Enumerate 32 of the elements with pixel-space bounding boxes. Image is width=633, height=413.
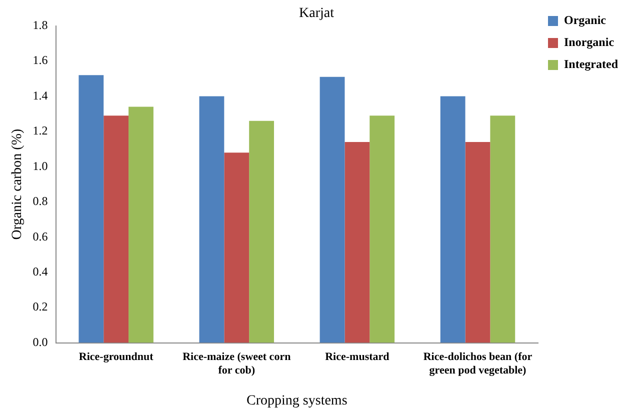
legend-label: Inorganic (564, 35, 615, 50)
x-axis-title: Cropping systems (246, 393, 348, 408)
y-tick-label: 1.2 (32, 124, 48, 138)
bar (128, 106, 154, 343)
y-tick-label: 1.0 (32, 158, 48, 173)
bar (78, 75, 104, 343)
bar (370, 116, 395, 343)
bar (104, 116, 129, 343)
x-tick-label: Rice-maize (sweet corn for cob) (182, 351, 291, 376)
bar (440, 96, 466, 343)
y-tick-label: 0.4 (32, 264, 48, 279)
y-tick-label: 1.4 (32, 88, 48, 102)
chart-title: Karjat (299, 6, 334, 22)
bar (224, 152, 250, 343)
bar (249, 120, 274, 343)
legend-label: Integrated (564, 57, 618, 72)
y-tick-label: 1.6 (32, 53, 48, 68)
y-tick-label: 0.6 (32, 229, 48, 244)
bar (320, 76, 345, 343)
y-tick-label: 0.8 (32, 194, 48, 208)
legend-label: Organic (564, 13, 607, 28)
y-axis-title: Organic carbon (%) (10, 128, 26, 240)
y-tick-label: 0.2 (32, 300, 48, 314)
x-tick-label: Rice-groundnut (78, 351, 154, 364)
x-tick-label: Rice-mustard (325, 351, 390, 364)
bar (465, 142, 490, 343)
bar (199, 96, 224, 343)
bar (344, 142, 370, 343)
y-tick-label: 0.0 (32, 334, 48, 349)
bar (490, 116, 516, 343)
x-tick-label: Rice-dolichos bean (for green pod vegetable) (423, 351, 532, 376)
y-tick-label: 1.8 (32, 18, 48, 32)
